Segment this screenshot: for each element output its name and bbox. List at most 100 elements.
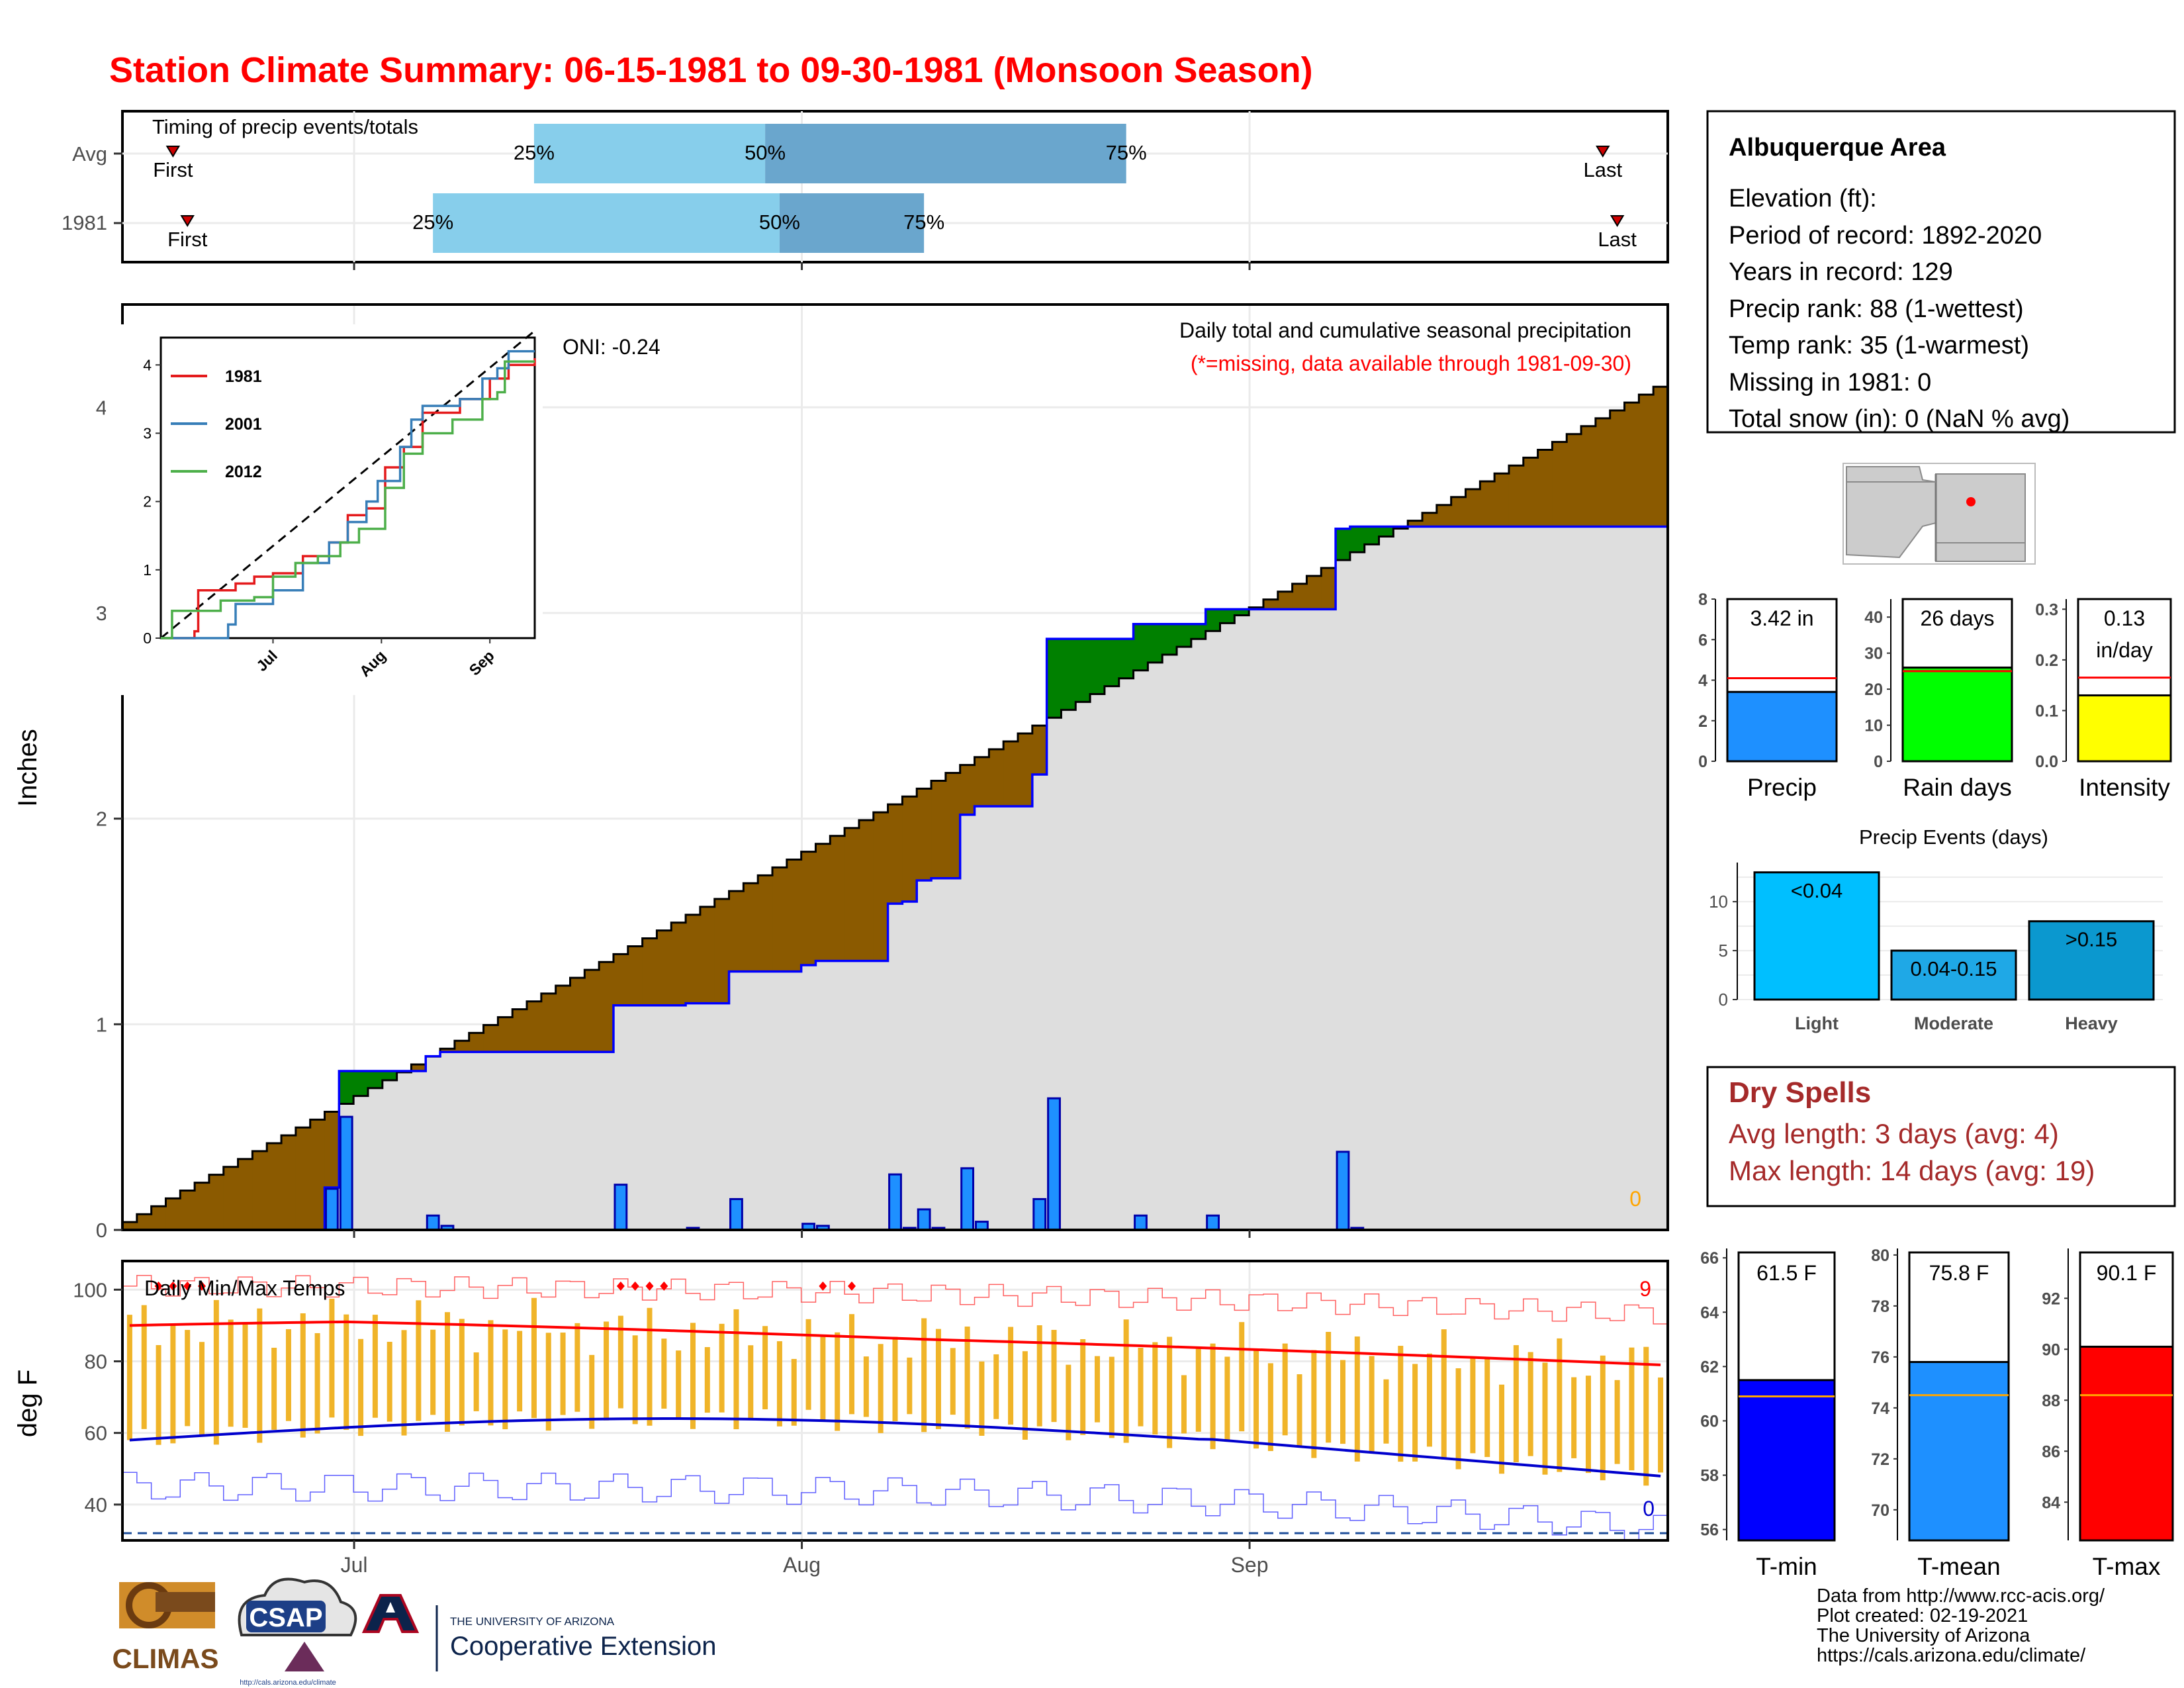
deficit-area bbox=[527, 1001, 542, 1053]
cumulative-precip-fill bbox=[599, 1052, 614, 1230]
deficit-area bbox=[772, 867, 788, 972]
daily-temp-range-bar bbox=[690, 1323, 696, 1429]
cumulative-precip-fill bbox=[989, 806, 1004, 1230]
daily-temp-range-bar bbox=[574, 1323, 580, 1412]
daily-temp-range-bar bbox=[964, 1326, 970, 1429]
temp-summary-y-tick-label: 60 bbox=[1700, 1412, 1719, 1430]
daily-temp-range-bar bbox=[257, 1308, 263, 1443]
cumulative-precip-fill bbox=[1480, 526, 1495, 1230]
cumulative-precip-fill bbox=[1508, 526, 1524, 1230]
daily-temp-range-bar bbox=[1513, 1345, 1519, 1462]
daily-temp-range-bar bbox=[719, 1323, 725, 1413]
deficit-area bbox=[151, 1206, 166, 1230]
deficit-area bbox=[830, 835, 845, 961]
cumulative-precip-fill bbox=[1032, 774, 1048, 1230]
inset-series-2012 bbox=[161, 360, 535, 639]
cumulative-precip-fill bbox=[917, 880, 932, 1230]
daily-temp-range-bar bbox=[1022, 1351, 1028, 1440]
deficit-area bbox=[541, 993, 557, 1053]
timing-quartile-label: 25% bbox=[412, 211, 453, 234]
daily-temp-range-bar bbox=[271, 1348, 277, 1430]
cumulative-precip-fill bbox=[1263, 609, 1279, 1230]
cumulative-precip-fill bbox=[1379, 536, 1394, 1230]
summary-y-tick-label: 0.1 bbox=[2035, 702, 2058, 720]
daily-temp-range-bar bbox=[993, 1354, 999, 1419]
cumulative-precip-fill bbox=[844, 961, 860, 1230]
daily-precip-bar bbox=[729, 1197, 743, 1231]
daily-temp-range-bar bbox=[776, 1341, 782, 1427]
deficit-area bbox=[324, 1111, 340, 1188]
dry-spells-title: Dry Spells bbox=[1729, 1076, 1871, 1109]
cumulative-precip-fill bbox=[584, 1052, 600, 1230]
temp-x-tick-label: Sep bbox=[1231, 1553, 1269, 1577]
deficit-area bbox=[873, 812, 889, 961]
deficit-area bbox=[758, 875, 773, 972]
daily-temp-range-bar bbox=[1643, 1346, 1649, 1486]
daily-temp-range-bar bbox=[1195, 1346, 1201, 1432]
cumulative-precip-fill bbox=[512, 1052, 527, 1230]
daily-temp-range-bar bbox=[1239, 1322, 1245, 1432]
deficit-area bbox=[743, 883, 758, 972]
cumulative-precip-fill bbox=[1277, 609, 1293, 1230]
deficit-area bbox=[295, 1127, 311, 1230]
daily-temp-range-bar bbox=[1051, 1329, 1057, 1423]
daily-temp-range-bar bbox=[1455, 1368, 1461, 1470]
temp-x-tick-label: Jul bbox=[341, 1553, 368, 1577]
deficit-area bbox=[1422, 512, 1437, 527]
daily-temp-range-bar bbox=[950, 1348, 956, 1415]
surplus-area bbox=[1220, 609, 1235, 624]
deficit-area bbox=[1277, 591, 1293, 610]
daily-temp-range-bar bbox=[1426, 1353, 1432, 1447]
daily-precip-bar bbox=[1047, 1097, 1061, 1231]
temp-summary-value-label: 75.8 F bbox=[1929, 1261, 1989, 1285]
timing-quartile-label: 75% bbox=[903, 211, 944, 234]
cumulative-precip-fill bbox=[887, 904, 903, 1230]
daily-temp-range-bar bbox=[199, 1342, 205, 1436]
temp-summary-y-tick-label: 88 bbox=[2042, 1391, 2060, 1410]
surplus-area bbox=[1118, 639, 1134, 679]
cumulative-precip-fill bbox=[570, 1052, 585, 1230]
summary-value-unit: in/day bbox=[2096, 638, 2152, 662]
events-bar bbox=[1890, 949, 2017, 1001]
temp-summary-value-label: 90.1 F bbox=[2097, 1261, 2157, 1285]
daily-temp-range-bar bbox=[1614, 1380, 1620, 1464]
surplus-area bbox=[339, 1070, 354, 1104]
summary-chart-intensity: 0.0 0.1 0.2 0.3 0.13 in/day Intensity bbox=[2035, 598, 2172, 801]
cumulative-precip-fill bbox=[1220, 623, 1235, 1230]
daily-temp-range-bar bbox=[560, 1333, 566, 1415]
record-high-marker bbox=[183, 1281, 192, 1291]
cumulative-precip-fill bbox=[1075, 702, 1091, 1230]
precip-y-tick-label: 4 bbox=[96, 396, 107, 419]
climas-logo-text: CLIMAS bbox=[113, 1643, 219, 1674]
daily-precip-bar bbox=[339, 1115, 353, 1231]
daily-temp-range-bar bbox=[1585, 1376, 1591, 1474]
daily-temp-range-bar bbox=[1557, 1338, 1563, 1472]
info-line-elevation: Elevation (ft): bbox=[1729, 185, 1877, 212]
deficit-area bbox=[122, 1222, 138, 1230]
deficit-area bbox=[165, 1198, 181, 1230]
avg-max-temp-line bbox=[129, 1320, 1661, 1366]
page-title: Station Climate Summary: 06-15-1981 to 0… bbox=[109, 50, 1313, 90]
cumulative-precip-fill bbox=[801, 964, 816, 1230]
ua-line2: Cooperative Extension bbox=[450, 1632, 716, 1661]
ua-line1: THE UNIVERSITY OF ARIZONA bbox=[450, 1615, 615, 1628]
temp-summary-y-tick-label: 58 bbox=[1700, 1467, 1719, 1485]
daily-temp-range-bar bbox=[878, 1344, 884, 1433]
timing-first-marker-label: First bbox=[167, 228, 208, 251]
daily-temp-range-bar bbox=[733, 1309, 739, 1430]
timing-q25-q50-bar bbox=[533, 124, 766, 183]
deficit-area bbox=[584, 970, 600, 1053]
surplus-area bbox=[1177, 624, 1192, 647]
precip-y-axis-label: Inches bbox=[13, 729, 42, 807]
deficit-area bbox=[252, 1150, 267, 1230]
university-arizona-logo: THE UNIVERSITY OF ARIZONA Cooperative Ex… bbox=[361, 1594, 716, 1671]
deficit-area bbox=[960, 765, 976, 815]
surplus-area bbox=[1364, 526, 1380, 545]
daily-temp-range-bar bbox=[617, 1315, 623, 1409]
surplus-area bbox=[1162, 624, 1177, 655]
station-info-box: Albuquerque Area Elevation (ft): Period … bbox=[1706, 110, 2176, 434]
temp-summary-y-tick-label: 56 bbox=[1700, 1521, 1719, 1540]
daily-temp-range-bar bbox=[762, 1326, 768, 1409]
events-category-label: Light bbox=[1795, 1013, 1839, 1033]
temp-cold-count: 0 bbox=[1643, 1497, 1655, 1521]
